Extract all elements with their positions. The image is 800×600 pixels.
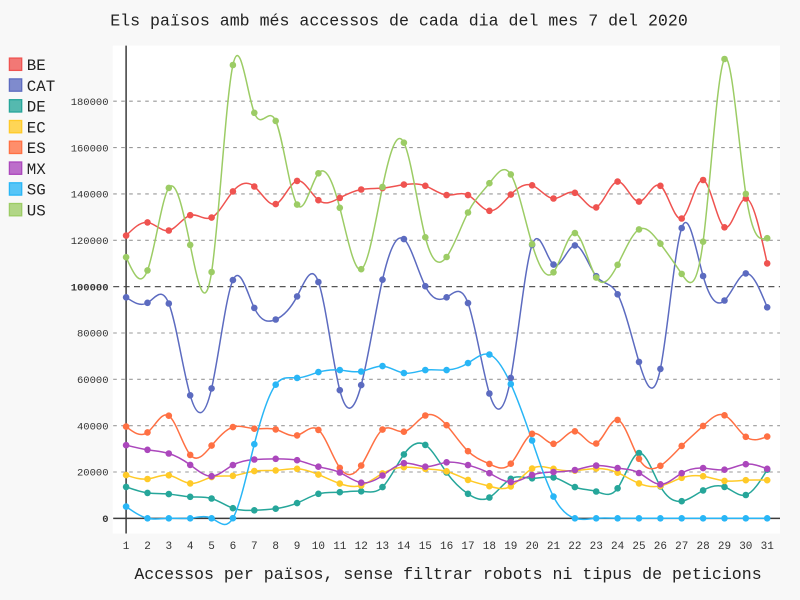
- svg-text:22: 22: [568, 541, 581, 553]
- svg-text:MX: MX: [27, 161, 46, 179]
- svg-text:140000: 140000: [71, 190, 109, 202]
- svg-text:8: 8: [272, 541, 279, 553]
- svg-text:18: 18: [483, 541, 496, 553]
- svg-text:EC: EC: [27, 119, 46, 137]
- svg-text:4: 4: [187, 541, 194, 553]
- svg-text:12: 12: [355, 541, 368, 553]
- svg-text:80000: 80000: [77, 329, 109, 341]
- svg-text:6: 6: [230, 541, 237, 553]
- svg-text:160000: 160000: [71, 143, 109, 155]
- svg-text:120000: 120000: [71, 236, 109, 248]
- svg-text:20: 20: [525, 541, 538, 553]
- svg-text:28: 28: [696, 541, 709, 553]
- svg-text:60000: 60000: [77, 375, 109, 387]
- svg-text:0: 0: [102, 514, 108, 526]
- svg-text:27: 27: [675, 541, 688, 553]
- svg-text:16: 16: [440, 541, 453, 553]
- svg-text:CAT: CAT: [27, 78, 55, 96]
- svg-text:5: 5: [208, 541, 215, 553]
- svg-text:7: 7: [251, 541, 258, 553]
- svg-text:25: 25: [632, 541, 645, 553]
- svg-text:11: 11: [333, 541, 347, 553]
- svg-text:180000: 180000: [71, 97, 109, 109]
- svg-text:23: 23: [590, 541, 603, 553]
- svg-text:9: 9: [294, 541, 301, 553]
- svg-text:30: 30: [739, 541, 752, 553]
- svg-text:DE: DE: [27, 99, 46, 117]
- svg-text:US: US: [27, 202, 46, 220]
- svg-text:24: 24: [611, 541, 625, 553]
- svg-text:BE: BE: [27, 57, 46, 75]
- svg-text:10: 10: [312, 541, 325, 553]
- svg-text:100000: 100000: [71, 282, 109, 294]
- svg-text:17: 17: [461, 541, 474, 553]
- svg-text:26: 26: [654, 541, 667, 553]
- svg-text:14: 14: [397, 541, 411, 553]
- svg-text:3: 3: [165, 541, 172, 553]
- svg-text:ES: ES: [27, 140, 46, 158]
- svg-text:21: 21: [547, 541, 561, 553]
- svg-text:15: 15: [419, 541, 432, 553]
- svg-text:40000: 40000: [77, 421, 109, 433]
- svg-text:2: 2: [144, 541, 151, 553]
- svg-text:13: 13: [376, 541, 389, 553]
- svg-text:31: 31: [761, 541, 775, 553]
- svg-text:1: 1: [123, 541, 130, 553]
- svg-text:SG: SG: [27, 182, 46, 200]
- svg-text:Accessos per països, sense fil: Accessos per països, sense filtrar robot…: [134, 565, 761, 584]
- svg-text:29: 29: [718, 541, 731, 553]
- svg-text:19: 19: [504, 541, 517, 553]
- svg-text:Els països amb més accessos de: Els països amb més accessos de cada dia …: [110, 12, 688, 31]
- svg-text:20000: 20000: [77, 468, 109, 480]
